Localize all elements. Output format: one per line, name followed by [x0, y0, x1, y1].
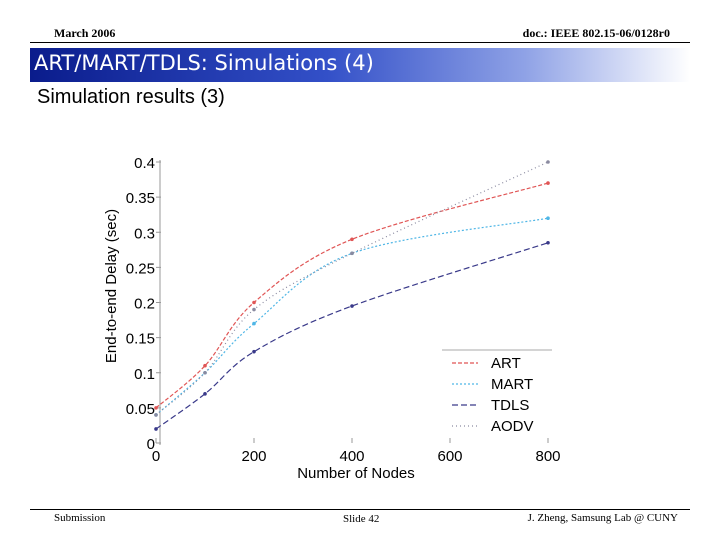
- series-line-art: [155, 182, 549, 409]
- y-tick-label: 0.4: [134, 155, 155, 172]
- data-point-mart: [546, 216, 550, 220]
- header-date: March 2006: [54, 26, 116, 40]
- y-tick-label: 0.15: [126, 331, 155, 348]
- legend-label-aodv: AODV: [491, 418, 534, 435]
- x-tick-label: 0: [152, 448, 160, 465]
- data-point-art: [203, 363, 207, 368]
- series-line-aodv: [155, 161, 549, 416]
- header-divider: [30, 42, 690, 43]
- x-tick-label: 600: [437, 448, 462, 465]
- x-tick-label: 800: [535, 448, 560, 465]
- data-point-aodv: [252, 307, 256, 312]
- y-tick-label: 0.05: [126, 401, 155, 418]
- header-doc-id: doc.: IEEE 802.15-06/0128r0: [522, 26, 670, 40]
- data-point-art: [546, 181, 550, 185]
- data-point-aodv: [350, 251, 354, 256]
- slide-title: ART/MART/TDLS: Simulations (4): [34, 51, 374, 75]
- data-point-aodv: [154, 413, 158, 417]
- legend-label-art: ART: [491, 355, 521, 372]
- data-point-mart: [252, 321, 256, 326]
- y-ticks: 0 0.05 0.1 0.15 0.2 0.25 0.3 0.35 0.4: [126, 155, 161, 453]
- footer-divider: [30, 509, 690, 510]
- footer-slide-number: Slide 42: [343, 513, 380, 525]
- data-point-tdls: [350, 304, 354, 308]
- y-tick-label: 0.3: [134, 225, 155, 242]
- footer-submission: Submission: [54, 512, 106, 524]
- data-point-tdls: [154, 427, 158, 431]
- legend: ART MART TDLS AODV: [442, 349, 552, 435]
- data-point-art: [252, 300, 256, 305]
- y-tick-label: 0.35: [126, 190, 155, 207]
- legend-label-mart: MART: [491, 376, 533, 393]
- data-point-tdls: [252, 349, 256, 354]
- x-tick-label: 200: [241, 448, 266, 465]
- slide-subtitle: Simulation results (3): [37, 86, 225, 108]
- y-tick-label: 0.2: [134, 296, 155, 313]
- x-axis-label: Number of Nodes: [297, 465, 415, 482]
- data-point-aodv: [546, 160, 550, 164]
- series-lines: [154, 160, 550, 431]
- y-tick-label: 0: [147, 436, 155, 453]
- y-axis-label: End-to-end Delay (sec): [103, 209, 120, 363]
- y-tick-label: 0.25: [126, 260, 155, 277]
- footer-author: J. Zheng, Samsung Lab @ CUNY: [527, 512, 678, 524]
- data-point-tdls: [203, 392, 207, 396]
- data-point-tdls: [546, 240, 550, 245]
- data-point-art: [154, 406, 158, 410]
- data-point-art: [350, 237, 354, 242]
- series-line-tdls: [155, 242, 549, 430]
- y-tick-label: 0.1: [134, 366, 155, 383]
- x-tick-label: 400: [339, 448, 364, 465]
- data-point-aodv: [203, 370, 207, 375]
- x-ticks: 0 200 400 600 800: [152, 438, 561, 465]
- series-line-mart: [155, 217, 549, 416]
- title-bar: ART/MART/TDLS: Simulations (4): [30, 48, 690, 82]
- legend-label-tdls: TDLS: [491, 397, 529, 414]
